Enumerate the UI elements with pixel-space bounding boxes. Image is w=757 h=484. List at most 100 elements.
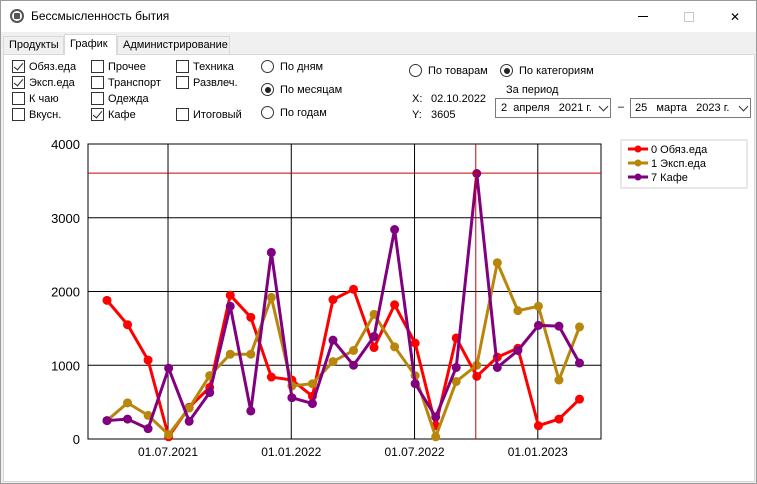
minimize-button[interactable]: [620, 1, 666, 32]
date-from-picker[interactable]: 2 апреля 2021 г.: [495, 98, 611, 118]
data-point: [225, 349, 235, 359]
legend-label: 1 Эксп.еда: [651, 158, 707, 170]
radio-label: По годам: [280, 106, 327, 119]
data-point: [123, 414, 133, 424]
data-point: [225, 301, 235, 311]
data-point: [184, 416, 194, 426]
radio-by-months[interactable]: По месяцам: [261, 82, 342, 97]
data-point: [451, 376, 461, 386]
minimize-icon: [638, 16, 648, 17]
checkbox-label: Развлеч.: [193, 76, 238, 89]
data-point: [164, 363, 174, 373]
data-point: [369, 309, 379, 319]
legend-marker: [634, 159, 642, 167]
y-tick-label: 0: [73, 432, 80, 447]
data-point: [533, 421, 543, 431]
data-point: [390, 225, 400, 235]
window-title: Бессмысленность бытия: [31, 9, 170, 23]
radio-dot[interactable]: [500, 64, 513, 77]
radio-label: По дням: [280, 60, 324, 73]
chart-legend: 0 Обяз.еда 1 Эксп.еда 7 Кафе: [620, 139, 748, 189]
tab-graph[interactable]: График: [64, 34, 117, 55]
legend-marker: [634, 173, 642, 181]
data-point: [472, 360, 482, 370]
maximize-button[interactable]: [666, 1, 712, 32]
y-tick-label: 3000: [51, 211, 80, 226]
chevron-down-icon: [598, 101, 609, 112]
legend-label: 7 Кафе: [651, 172, 688, 184]
date-from-value: 2 апреля 2021 г.: [501, 102, 592, 114]
close-button[interactable]: ✕: [712, 1, 757, 32]
checkbox-box[interactable]: [12, 108, 25, 121]
checkbox-box[interactable]: [91, 108, 104, 121]
checkbox-box[interactable]: [176, 76, 189, 89]
title-bar[interactable]: Бессмысленность бытия ✕: [1, 1, 756, 32]
data-point: [307, 399, 317, 409]
checkbox-razvlech[interactable]: Развлеч.: [176, 75, 238, 90]
data-point: [287, 393, 297, 403]
data-point: [410, 338, 420, 348]
checkbox-box[interactable]: [91, 92, 104, 105]
chart-grid: [87, 143, 602, 440]
checkbox-box[interactable]: [176, 60, 189, 73]
data-point: [123, 320, 133, 330]
radio-dot[interactable]: [261, 83, 274, 96]
checkbox-label: Вкусн.: [29, 108, 62, 121]
data-point: [492, 258, 502, 268]
data-point: [451, 362, 461, 372]
data-point: [205, 388, 215, 398]
radio-dot[interactable]: [409, 64, 422, 77]
data-point: [266, 372, 276, 382]
checkbox-k-chayu[interactable]: К чаю: [12, 91, 59, 106]
x-axis-labels: 01.07.2021 01.01.2022 01.07.2022 01.01.2023: [138, 445, 568, 459]
checkbox-box[interactable]: [12, 76, 25, 89]
radio-dot[interactable]: [261, 106, 274, 119]
checkbox-vkusn[interactable]: Вкусн.: [12, 107, 61, 122]
radio-by-categories[interactable]: По категориям: [500, 63, 594, 78]
date-to-value: 25 марта 2023 г.: [635, 102, 730, 114]
checkbox-box[interactable]: [91, 60, 104, 73]
cursor-x-label: X:: [412, 93, 423, 105]
chevron-down-icon: [738, 101, 749, 112]
radio-by-days[interactable]: По дням: [261, 59, 323, 74]
close-icon: ✕: [729, 9, 741, 24]
radio-dot[interactable]: [261, 60, 274, 73]
data-point: [575, 358, 584, 368]
checkbox-eksp-eda[interactable]: Эксп.еда: [12, 75, 75, 90]
radio-by-years[interactable]: По годам: [261, 105, 327, 120]
tab-products[interactable]: Продукты: [3, 36, 64, 54]
checkbox-box[interactable]: [91, 76, 104, 89]
radio-label: По месяцам: [280, 83, 343, 96]
checkbox-prochee[interactable]: Прочее: [91, 59, 146, 74]
data-point: [533, 320, 543, 330]
checkbox-obyaz-eda[interactable]: Обяз.еда: [12, 59, 76, 74]
checkbox-tehnika[interactable]: Техника: [176, 59, 234, 74]
checkbox-label: Транспорт: [108, 76, 161, 89]
cursor-y-value: 3605: [431, 109, 456, 121]
checkbox-itogovyy[interactable]: Итоговый: [176, 107, 242, 122]
period-label: За период: [506, 84, 559, 96]
data-point: [266, 247, 276, 257]
checkbox-transport[interactable]: Транспорт: [91, 75, 161, 90]
radio-by-products[interactable]: По товарам: [409, 63, 488, 78]
checkbox-box[interactable]: [176, 108, 189, 121]
data-point: [246, 349, 256, 359]
data-point: [123, 398, 133, 408]
data-point: [349, 284, 359, 294]
checkbox-box[interactable]: [12, 92, 25, 105]
data-point: [513, 306, 523, 316]
x-tick-label: 01.01.2023: [508, 445, 568, 459]
radio-label: По товарам: [428, 64, 488, 77]
checkbox-kafe[interactable]: Кафе: [91, 107, 136, 122]
data-point: [431, 432, 441, 442]
cursor-x-value: 02.10.2022: [431, 93, 487, 105]
data-point: [554, 414, 564, 424]
checkbox-label: Итоговый: [193, 108, 242, 121]
tab-administration[interactable]: Администрирование: [117, 36, 230, 54]
checkbox-odezhda[interactable]: Одежда: [91, 91, 149, 106]
x-tick-label: 01.07.2022: [385, 445, 445, 459]
y-tick-label: 4000: [51, 137, 80, 152]
date-to-picker[interactable]: 25 марта 2023 г.: [630, 98, 751, 118]
checkbox-box[interactable]: [12, 60, 25, 73]
